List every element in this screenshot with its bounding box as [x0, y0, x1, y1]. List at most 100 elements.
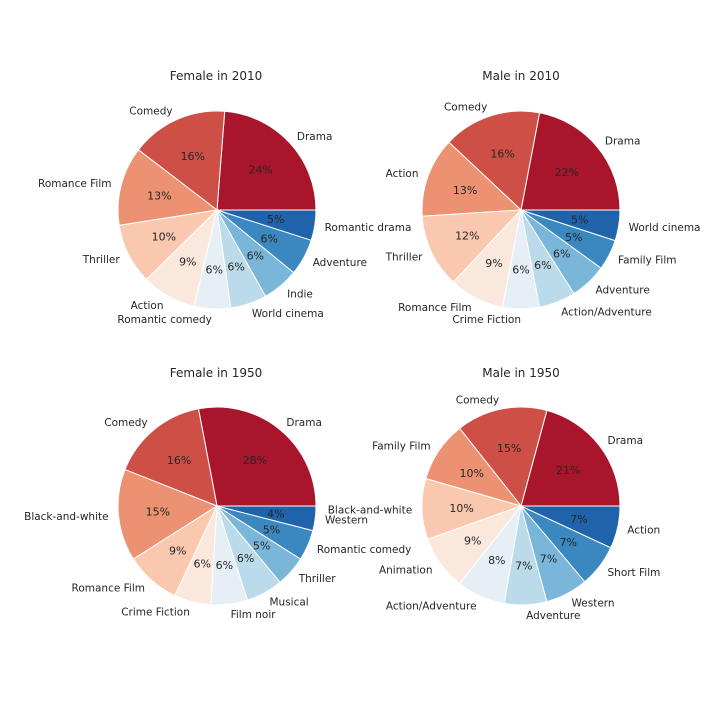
slice-percent-label: 15% — [146, 506, 170, 519]
slice-percent-label: 28% — [243, 454, 267, 467]
pie-slice-comedy — [448, 110, 541, 211]
slice-percent-label: 8% — [488, 554, 505, 567]
slice-category-label: World cinema — [252, 308, 324, 320]
slice-percent-label: 10% — [152, 231, 176, 244]
pie-slice-action — [421, 141, 523, 217]
pie-slice-black-and-white — [117, 468, 219, 560]
slice-category-label: Comedy — [456, 394, 499, 406]
slice-category-label: Drama — [608, 435, 644, 447]
slice-category-label: Romance Film — [398, 302, 471, 314]
pie-slice-drama — [520, 409, 621, 507]
slice-category-label: Indie — [287, 288, 313, 300]
slice-percent-label: 24% — [248, 164, 272, 177]
slice-percent-label: 12% — [455, 229, 479, 242]
slice-percent-label: 10% — [449, 502, 473, 515]
slice-percent-label: 7% — [559, 536, 576, 549]
slice-percent-label: 16% — [167, 454, 191, 467]
pie-chart-female-2010: Female in 2010 24%16%13%10%9%6% 6%6%6%5%D… — [38, 69, 411, 326]
slice-percent-label: 6% — [237, 552, 254, 565]
slice-category-label: Comedy — [444, 101, 487, 113]
slice-category-label: Action — [386, 168, 419, 180]
slice-percent-label: 5% — [267, 213, 284, 226]
slice-category-label: Romance Film — [38, 178, 111, 190]
slice-percent-label: 6% — [553, 247, 570, 260]
slice-percent-label: 6% — [512, 263, 529, 276]
chart-title: Female in 1950 — [170, 366, 263, 380]
pie-slice-drama — [197, 406, 317, 507]
slice-percent-label: 9% — [485, 257, 502, 270]
chart-title: Male in 2010 — [482, 69, 560, 83]
chart-title: Male in 1950 — [482, 366, 560, 380]
pie-slice-romantic-drama — [216, 209, 317, 241]
pie-slice-comedy — [137, 110, 226, 211]
slice-percent-label: 4% — [267, 507, 284, 520]
slice-category-label: Thriller — [82, 254, 121, 266]
slice-percent-label: 21% — [556, 464, 580, 477]
slice-category-label: Crime Fiction — [452, 314, 521, 326]
slice-percent-label: 16% — [490, 148, 514, 161]
pie-slice-western — [216, 505, 317, 532]
pie-slice-world-cinema — [520, 209, 621, 242]
slice-category-label: Drama — [297, 131, 333, 143]
slice-category-label: Family Film — [372, 440, 430, 452]
slice-percent-label: 6% — [216, 559, 233, 572]
slice-percent-label: 5% — [263, 524, 280, 537]
slice-category-label: Western — [572, 598, 615, 610]
slice-percent-label: 10% — [459, 467, 483, 480]
slice-category-label: Romance Film — [72, 583, 145, 595]
pie-slice-comedy — [124, 408, 218, 507]
slice-category-label: Romantic comedy — [317, 544, 411, 556]
slice-category-label: Comedy — [104, 417, 147, 429]
slice-category-label: Black-and-white — [24, 511, 108, 523]
slice-category-label: Thriller — [298, 573, 337, 585]
slice-percent-label: 9% — [179, 256, 196, 269]
slice-percent-label: 22% — [555, 166, 579, 179]
pie-slice-action — [520, 505, 621, 549]
slice-category-label: Animation — [379, 565, 433, 577]
slice-category-label: Black-and-white — [328, 504, 412, 516]
slice-category-label: Drama — [286, 417, 322, 429]
slice-category-label: Comedy — [129, 106, 172, 118]
slice-percent-label: 5% — [571, 213, 588, 226]
slice-category-label: Short Film — [608, 567, 661, 579]
slice-category-label: World cinema — [629, 222, 701, 234]
pie-slice-drama — [216, 110, 317, 211]
slice-percent-label: 7% — [540, 553, 557, 566]
slice-percent-label: 9% — [464, 535, 481, 548]
slice-percent-label: 15% — [497, 442, 521, 455]
slice-category-label: Western — [325, 515, 368, 527]
slice-percent-label: 16% — [181, 150, 205, 163]
slice-category-label: Action — [131, 300, 164, 312]
slice-percent-label: 6% — [205, 263, 222, 276]
slice-category-label: Romantic comedy — [117, 314, 211, 326]
pie-chart-male-1950: Male in 1950 21%15%10%10%9%8% 7%7%7%7%Dra… — [328, 366, 661, 622]
chart-title: Female in 2010 — [170, 69, 263, 83]
slice-category-label: Adventure — [596, 284, 650, 296]
slice-percent-label: 13% — [147, 189, 171, 202]
slice-percent-label: 6% — [260, 232, 277, 245]
slice-percent-label: 5% — [565, 231, 582, 244]
slice-percent-label: 7% — [570, 513, 587, 526]
slice-percent-label: 9% — [169, 545, 186, 558]
slice-category-label: Action/Adventure — [386, 600, 477, 612]
slice-percent-label: 6% — [193, 558, 210, 571]
slice-category-label: Adventure — [526, 610, 580, 622]
pie-chart-female-1950: Female in 1950 28%16%15%9%6% 6%6%5%5%4%Dr… — [24, 366, 411, 621]
pie-slice-romance-film — [117, 149, 219, 226]
slice-percent-label: 6% — [247, 249, 264, 262]
slice-category-label: Film noir — [231, 609, 277, 621]
slice-percent-label: 13% — [453, 184, 477, 197]
slice-category-label: Musical — [270, 596, 309, 608]
pie-slice-drama — [520, 112, 621, 211]
slice-category-label: Action — [627, 525, 660, 537]
slice-category-label: Romantic drama — [325, 222, 412, 234]
slice-percent-label: 7% — [515, 559, 532, 572]
slice-percent-label: 6% — [227, 260, 244, 273]
slice-category-label: Thriller — [385, 251, 424, 263]
pie-slice-comedy — [458, 406, 548, 508]
slice-percent-label: 5% — [253, 539, 270, 552]
pie-chart-male-2010: Male in 2010 22%16%13%12%9% 6% 6%6%5%5%Dra… — [385, 69, 701, 326]
slice-category-label: Adventure — [313, 257, 367, 269]
pie-slice-thriller — [421, 209, 523, 283]
